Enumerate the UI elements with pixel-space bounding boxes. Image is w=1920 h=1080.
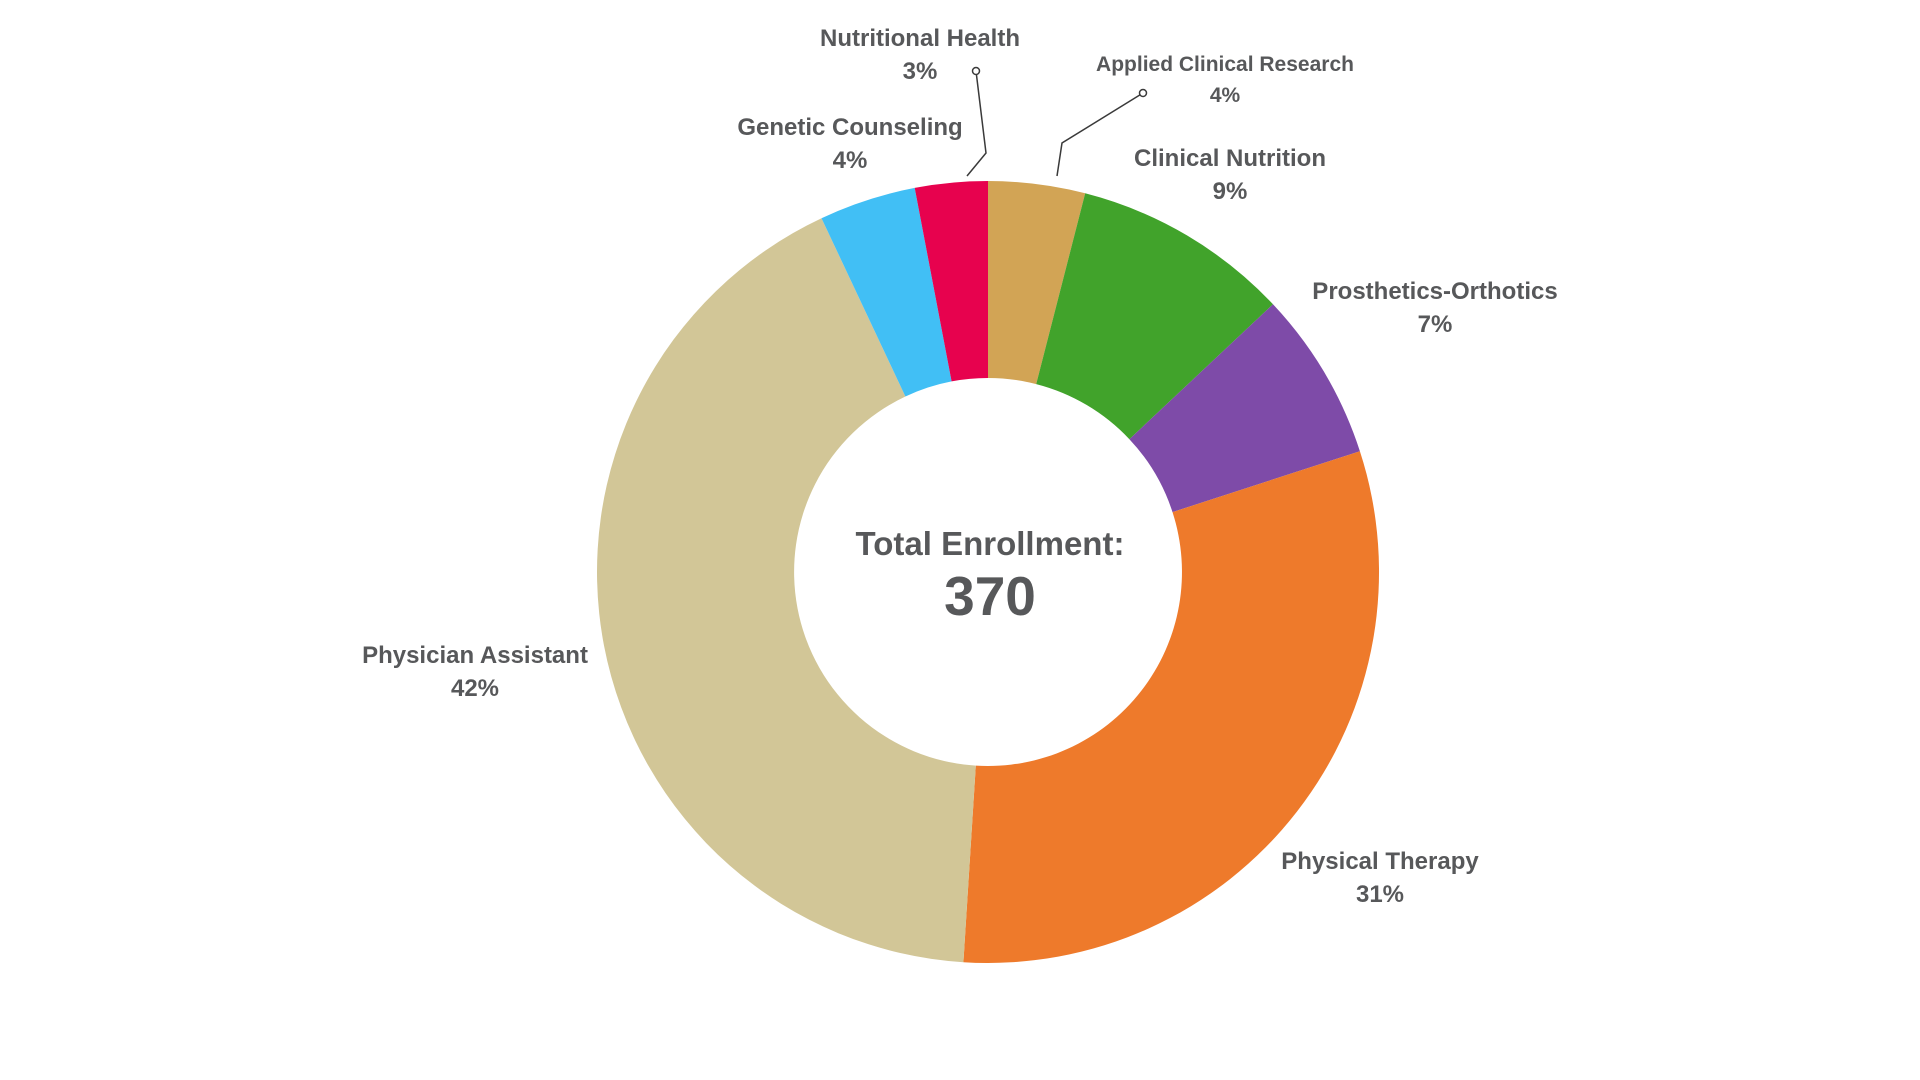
- slice-clinical-nutrition: [1036, 193, 1273, 440]
- slice-nutritional-health: [914, 180, 988, 382]
- slice-prosthetics-orthotics: [1129, 304, 1360, 513]
- slice-label-percent: 4%: [1209, 84, 1241, 107]
- slice-label-percent: 7%: [1417, 311, 1453, 338]
- leader-line-nutritional-health: [966, 70, 987, 177]
- slice-label-clinical-nutrition: Clinical Nutrition 9%: [1134, 142, 1326, 208]
- slice-label-name: Nutritional Health: [819, 25, 1021, 52]
- slice-label-percent: 31%: [1355, 881, 1405, 908]
- slice-applied-clinical-research: [988, 181, 1086, 385]
- leader-dot-applied-clinical-research: [1138, 88, 1148, 98]
- leader-lines: [966, 66, 1148, 177]
- slice-label-name: Physical Therapy: [1281, 848, 1479, 875]
- slice-physician-assistant: [597, 218, 976, 963]
- slice-label-name: Applied Clinical Research: [1096, 53, 1354, 76]
- slice-label-applied-clinical-research: Applied Clinical Research 4%: [1096, 49, 1354, 111]
- donut-center-text: Total Enrollment: 370: [856, 524, 1125, 626]
- slice-label-name: Physician Assistant: [362, 642, 588, 669]
- slice-label-percent: 3%: [902, 58, 938, 85]
- slice-label-name: Genetic Counseling: [737, 114, 963, 141]
- donut-center-label: Total Enrollment:: [855, 525, 1125, 562]
- slice-genetic-counseling: [821, 187, 952, 397]
- slice-label-percent: 4%: [832, 147, 868, 174]
- slice-label-name: Prosthetics-Orthotics: [1312, 278, 1558, 305]
- slice-label-name: Clinical Nutrition: [1134, 145, 1326, 172]
- slice-label-nutritional-health: Nutritional Health 3%: [820, 22, 1020, 88]
- slice-physical-therapy: [963, 451, 1380, 963]
- slice-label-physician-assistant: Physician Assistant 42%: [362, 639, 588, 705]
- leader-dot-nutritional-health: [971, 66, 981, 76]
- slice-label-prosthetics-orthotics: Prosthetics-Orthotics 7%: [1312, 275, 1557, 341]
- donut-slices: [597, 180, 1380, 963]
- slice-label-percent: 42%: [450, 675, 500, 702]
- slice-label-percent: 9%: [1212, 178, 1248, 205]
- slice-label-physical-therapy: Physical Therapy 31%: [1281, 845, 1478, 911]
- slice-label-genetic-counseling: Genetic Counseling 4%: [737, 111, 962, 177]
- donut-center-value: 370: [944, 565, 1036, 627]
- leader-line-applied-clinical-research: [1056, 92, 1144, 177]
